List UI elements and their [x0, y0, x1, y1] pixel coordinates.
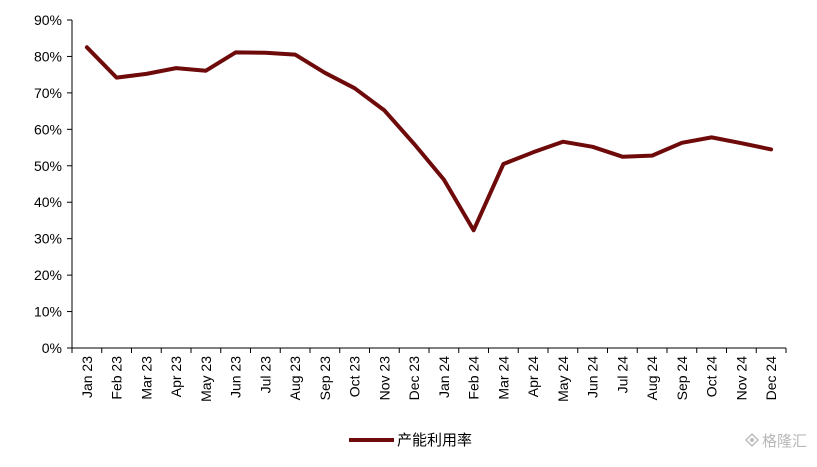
y-tick-label: 0% [42, 340, 62, 356]
series-layer [84, 45, 774, 233]
watermark-logo-icon [744, 432, 760, 448]
y-tick-label: 30% [34, 231, 62, 247]
x-tick-label: Sep 23 [317, 356, 333, 401]
x-tick-label: Jul 24 [614, 356, 630, 394]
x-tick-label: Apr 24 [525, 356, 541, 397]
x-tick-label: Jul 23 [257, 356, 273, 394]
x-tick-label: Jan 24 [436, 356, 452, 398]
x-tick-label: Mar 23 [138, 356, 154, 400]
x-tick-label: Nov 24 [733, 356, 749, 401]
y-tick-label: 50% [34, 158, 62, 174]
x-tick-label: Aug 24 [644, 356, 660, 401]
x-tick-label: Oct 23 [347, 356, 363, 397]
x-tick-label: Jan 23 [79, 356, 95, 398]
y-tick-label: 80% [34, 48, 62, 64]
x-tick-label: May 24 [555, 356, 571, 402]
y-tick-label: 20% [34, 267, 62, 283]
x-tick-label: Jun 23 [228, 356, 244, 398]
y-tick-label: 60% [34, 121, 62, 137]
x-tick-label: Sep 24 [674, 356, 690, 401]
x-tick-label: Apr 23 [168, 356, 184, 397]
x-tick-label: Oct 24 [704, 356, 720, 397]
watermark: 格隆汇 [744, 432, 807, 450]
x-tick-label: Dec 24 [763, 356, 779, 401]
x-tick-label: Jun 24 [585, 356, 601, 398]
x-axis: Jan 23 Feb 23 Mar 23 Apr 23 May 23 Jun 23 Jul … [71, 347, 787, 402]
x-tick-label: Dec 23 [406, 356, 422, 401]
series-line [84, 45, 774, 233]
y-tick-label: 10% [34, 304, 62, 320]
x-tick-label: Aug 23 [287, 356, 303, 401]
x-tick-label: Feb 24 [466, 356, 482, 400]
y-tick-label: 70% [34, 85, 62, 101]
x-tick-label: Mar 24 [495, 356, 511, 400]
x-tick-label: Nov 23 [376, 356, 392, 401]
x-tick-label: Feb 23 [109, 356, 125, 400]
y-tick-label: 90% [34, 12, 62, 28]
y-axis: 0% 10% 20% 30% 40% 50% 60% 70% 80% 90% [34, 12, 73, 356]
y-tick-label: 40% [34, 194, 62, 210]
legend: 产能利用率 [349, 431, 472, 449]
legend-label: 产能利用率 [397, 431, 472, 449]
x-tick-label: May 23 [198, 356, 214, 402]
watermark-text: 格隆汇 [762, 432, 807, 450]
